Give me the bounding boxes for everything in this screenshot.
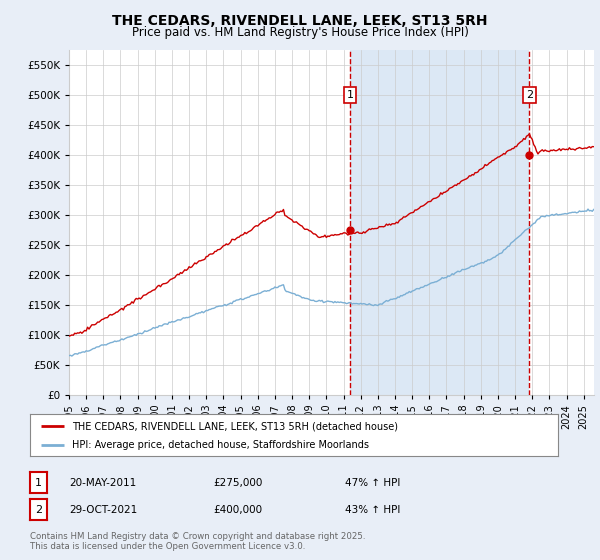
Text: 29-OCT-2021: 29-OCT-2021 bbox=[69, 505, 137, 515]
Text: THE CEDARS, RIVENDELL LANE, LEEK, ST13 5RH: THE CEDARS, RIVENDELL LANE, LEEK, ST13 5… bbox=[112, 14, 488, 28]
Text: 2: 2 bbox=[35, 505, 42, 515]
Text: 43% ↑ HPI: 43% ↑ HPI bbox=[345, 505, 400, 515]
Text: 1: 1 bbox=[35, 478, 42, 488]
Text: Price paid vs. HM Land Registry's House Price Index (HPI): Price paid vs. HM Land Registry's House … bbox=[131, 26, 469, 39]
Text: THE CEDARS, RIVENDELL LANE, LEEK, ST13 5RH (detached house): THE CEDARS, RIVENDELL LANE, LEEK, ST13 5… bbox=[72, 421, 398, 431]
Text: 2: 2 bbox=[526, 90, 533, 100]
Text: Contains HM Land Registry data © Crown copyright and database right 2025.
This d: Contains HM Land Registry data © Crown c… bbox=[30, 532, 365, 552]
Text: £400,000: £400,000 bbox=[213, 505, 262, 515]
Text: HPI: Average price, detached house, Staffordshire Moorlands: HPI: Average price, detached house, Staf… bbox=[72, 440, 369, 450]
Text: 47% ↑ HPI: 47% ↑ HPI bbox=[345, 478, 400, 488]
Text: 20-MAY-2011: 20-MAY-2011 bbox=[69, 478, 136, 488]
Text: £275,000: £275,000 bbox=[213, 478, 262, 488]
Text: 1: 1 bbox=[346, 90, 353, 100]
Bar bbox=[350, 50, 529, 395]
